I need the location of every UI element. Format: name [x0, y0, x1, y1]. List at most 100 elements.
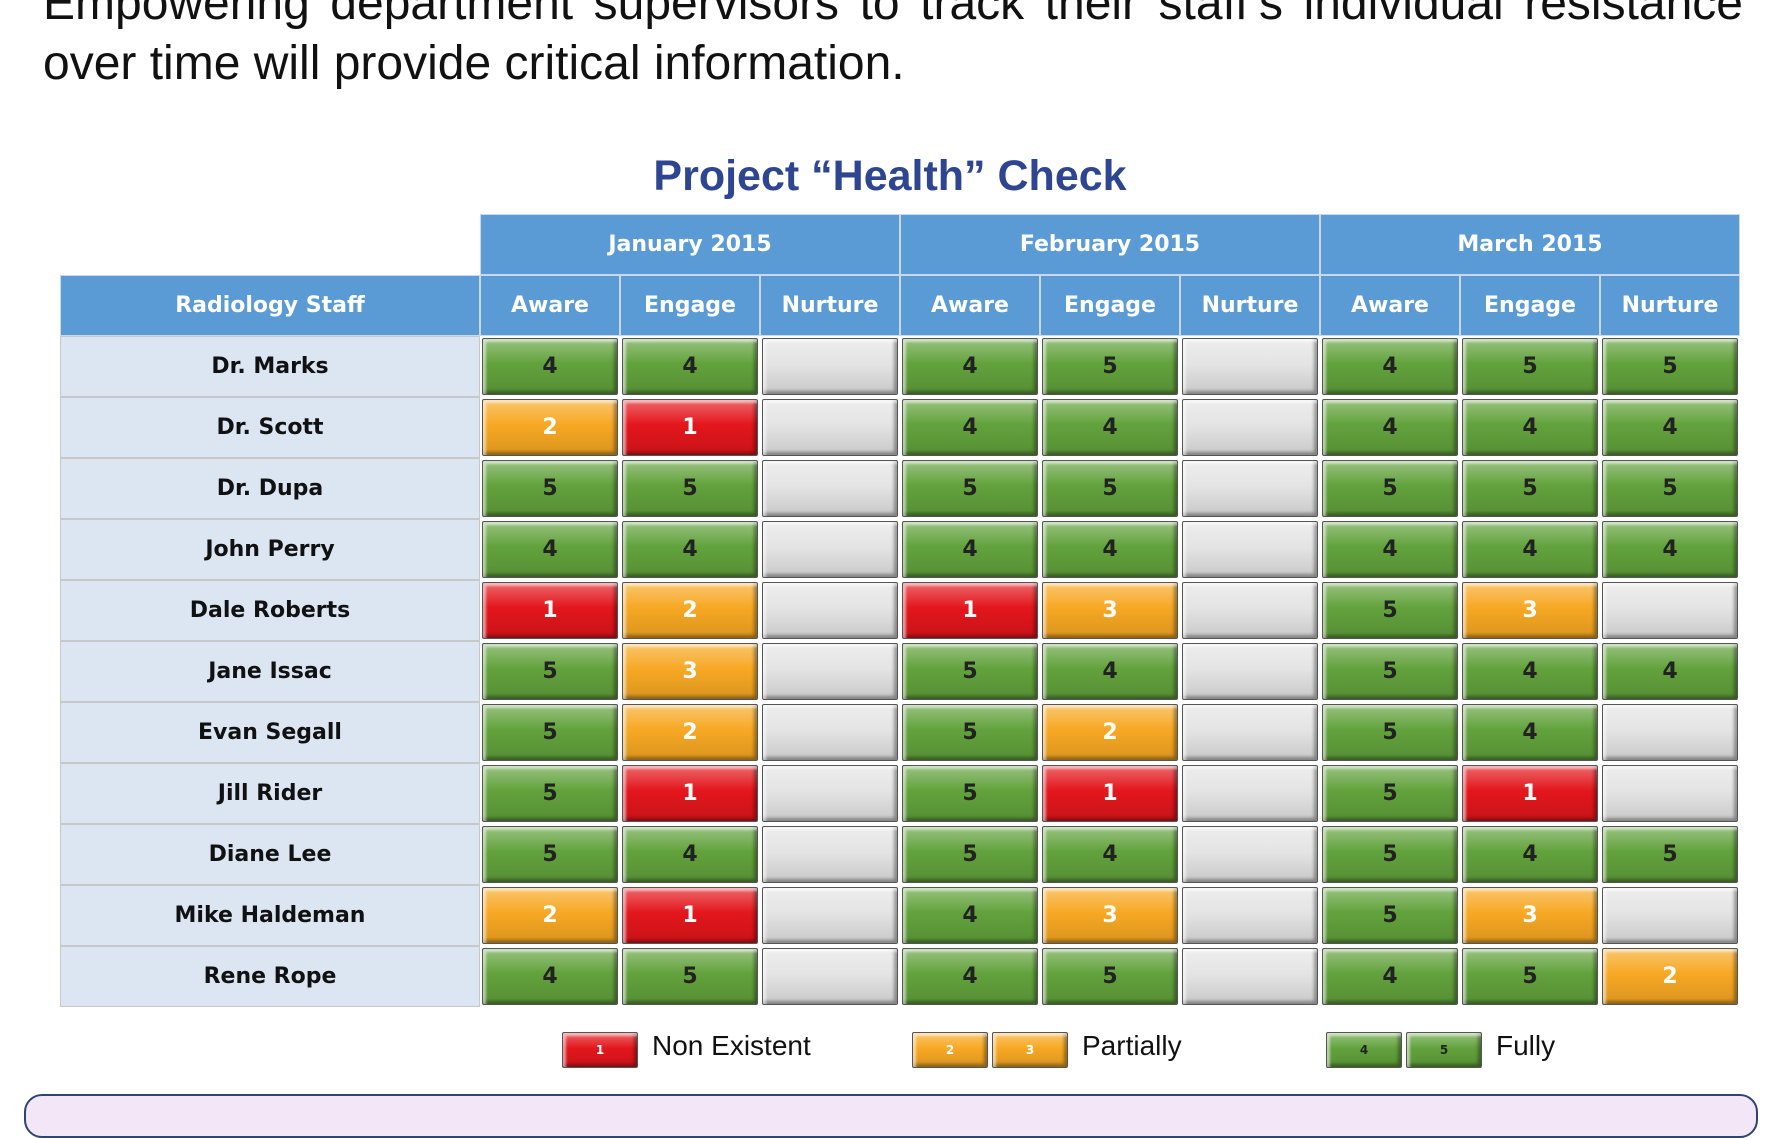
- legend-swatch: 1: [562, 1032, 638, 1068]
- column-header: Engage: [620, 275, 760, 336]
- score-cell: [1602, 704, 1738, 761]
- score-cell: 5: [902, 704, 1038, 761]
- legend-swatch: 2: [912, 1032, 988, 1068]
- staff-header: Radiology Staff: [60, 275, 480, 336]
- score-cell: 5: [1322, 826, 1458, 883]
- score-cell: 5: [482, 765, 618, 822]
- month-header: January 2015: [480, 214, 900, 275]
- score-cell: [762, 338, 898, 395]
- score-cell: 4: [1042, 521, 1178, 578]
- score-cell: 2: [482, 399, 618, 456]
- page: Empowering department supervisors to tra…: [24, 0, 1758, 1138]
- score-cell: 5: [1322, 887, 1458, 944]
- score-cell: [1602, 582, 1738, 639]
- score-cell: 5: [1602, 460, 1738, 517]
- score-cell: 4: [1042, 643, 1178, 700]
- score-cell: 5: [1602, 338, 1738, 395]
- score-cell: [762, 826, 898, 883]
- score-cell: 4: [1322, 948, 1458, 1005]
- score-cell: [762, 948, 898, 1005]
- column-header: Aware: [900, 275, 1040, 336]
- score-cell: 4: [1602, 643, 1738, 700]
- score-cell: 4: [482, 948, 618, 1005]
- score-cell: 2: [622, 704, 758, 761]
- score-cell: 2: [482, 887, 618, 944]
- score-cell: 4: [902, 887, 1038, 944]
- staff-name: Dr. Marks: [60, 336, 480, 397]
- score-cell: 5: [902, 460, 1038, 517]
- legend-label: Non Existent: [652, 1030, 811, 1061]
- score-cell: 1: [622, 887, 758, 944]
- score-cell: 5: [622, 948, 758, 1005]
- score-cell: 5: [1462, 948, 1598, 1005]
- score-cell: [1182, 948, 1318, 1005]
- score-cell: 3: [1462, 887, 1598, 944]
- score-cell: 4: [622, 521, 758, 578]
- staff-name: Evan Segall: [60, 702, 480, 763]
- column-header: Nurture: [1600, 275, 1740, 336]
- staff-name: John Perry: [60, 519, 480, 580]
- score-cell: 1: [1462, 765, 1598, 822]
- score-cell: [762, 460, 898, 517]
- column-header: Engage: [1460, 275, 1600, 336]
- paragraph: Empowering department supervisors to tra…: [43, 0, 1743, 90]
- legend-swatch: 5: [1406, 1032, 1482, 1068]
- legend-swatch: 4: [1326, 1032, 1402, 1068]
- score-cell: 4: [1322, 399, 1458, 456]
- score-cell: [1182, 338, 1318, 395]
- score-cell: 3: [1042, 887, 1178, 944]
- note-box: [24, 1094, 1758, 1138]
- score-cell: 5: [902, 765, 1038, 822]
- staff-name: Jane Issac: [60, 641, 480, 702]
- score-cell: 5: [1322, 582, 1458, 639]
- column-header: Aware: [1320, 275, 1460, 336]
- score-cell: 4: [622, 826, 758, 883]
- score-cell: 1: [902, 582, 1038, 639]
- month-header: February 2015: [900, 214, 1320, 275]
- score-cell: 4: [482, 521, 618, 578]
- score-cell: 5: [1042, 460, 1178, 517]
- score-cell: 4: [1462, 521, 1598, 578]
- score-cell: 4: [1462, 643, 1598, 700]
- score-cell: 4: [1042, 826, 1178, 883]
- score-cell: [1182, 826, 1318, 883]
- staff-name: Mike Haldeman: [60, 885, 480, 946]
- score-cell: 2: [1602, 948, 1738, 1005]
- score-cell: [762, 704, 898, 761]
- score-cell: 4: [622, 338, 758, 395]
- score-cell: 1: [622, 399, 758, 456]
- legend-swatch: 3: [992, 1032, 1068, 1068]
- score-cell: [762, 887, 898, 944]
- score-cell: [762, 765, 898, 822]
- score-cell: 1: [622, 765, 758, 822]
- score-cell: [1182, 399, 1318, 456]
- score-cell: [1602, 887, 1738, 944]
- column-header: Nurture: [1180, 275, 1320, 336]
- score-cell: 5: [1042, 948, 1178, 1005]
- legend-label: Fully: [1496, 1030, 1556, 1061]
- score-cell: 4: [902, 338, 1038, 395]
- month-header: March 2015: [1320, 214, 1740, 275]
- score-cell: 5: [1322, 765, 1458, 822]
- column-header: Aware: [480, 275, 620, 336]
- score-cell: [1182, 765, 1318, 822]
- staff-name: Diane Lee: [60, 824, 480, 885]
- staff-name: Jill Rider: [60, 763, 480, 824]
- score-cell: 3: [1042, 582, 1178, 639]
- score-cell: 3: [622, 643, 758, 700]
- staff-name: Dale Roberts: [60, 580, 480, 641]
- score-cell: 4: [1462, 826, 1598, 883]
- score-cell: [1182, 704, 1318, 761]
- score-cell: 5: [1462, 338, 1598, 395]
- staff-name: Rene Rope: [60, 946, 480, 1007]
- score-cell: 2: [1042, 704, 1178, 761]
- table-title: Project “Health” Check: [653, 152, 1127, 200]
- score-cell: 5: [482, 704, 618, 761]
- score-cell: 4: [482, 338, 618, 395]
- score-cell: 5: [482, 643, 618, 700]
- score-cell: 4: [1042, 399, 1178, 456]
- score-cell: 5: [902, 643, 1038, 700]
- score-cell: 4: [1602, 521, 1738, 578]
- score-cell: 4: [902, 948, 1038, 1005]
- score-cell: [1182, 887, 1318, 944]
